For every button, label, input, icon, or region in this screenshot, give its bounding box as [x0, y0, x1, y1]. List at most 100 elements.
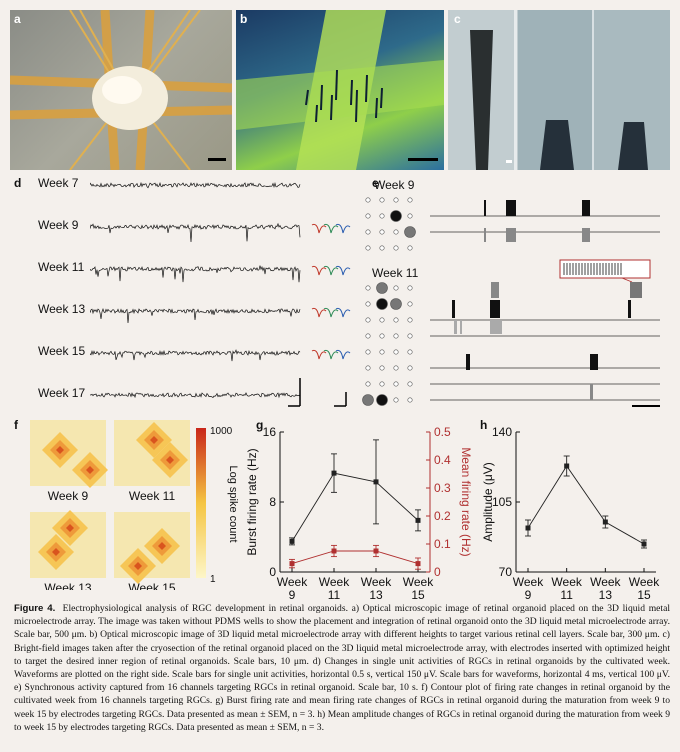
panel-e-electrode — [365, 301, 371, 307]
panel-e-electrode — [365, 381, 371, 387]
panel-e-electrode — [407, 365, 413, 371]
panel-d-waveform — [311, 349, 327, 360]
panel-e-electrode — [407, 381, 413, 387]
panel-a-photo: a — [10, 10, 232, 170]
panel-f-contour — [56, 446, 64, 454]
x-tick-label: 15 — [411, 588, 425, 600]
panel-e-burst — [484, 228, 486, 242]
panel-f-colorbar-max: 1000 — [210, 426, 233, 437]
panel-e-burst — [628, 300, 631, 318]
panel-e-electrode — [379, 197, 385, 203]
panel-g-label: g — [256, 418, 264, 432]
panel-d-waveform — [335, 307, 351, 318]
y-tick-label-right: 0 — [434, 565, 441, 579]
panel-d-trace — [90, 392, 301, 399]
x-tick-label: 9 — [289, 588, 296, 600]
y-tick-label: 70 — [499, 565, 513, 579]
panel-e-electrode — [376, 394, 388, 406]
panel-e-electrode — [407, 317, 413, 323]
panel-e-burst — [506, 228, 516, 242]
panel-f-label: f — [14, 418, 18, 432]
panel-e-electrode — [407, 301, 413, 307]
x-tick-label: 11 — [328, 588, 341, 600]
panel-f-contours: Week 9 Week 11 Week 13 Week 15 1000 1 Log spik… — [30, 420, 239, 590]
panel-a-label: a — [14, 12, 21, 26]
panel-f-map-label: Week 11 — [129, 489, 176, 503]
data-point — [525, 525, 531, 531]
x-tick-label: Week — [319, 575, 350, 589]
panel-e-electrode — [365, 213, 371, 219]
panel-d-trace — [90, 307, 301, 324]
panel-e-burst — [490, 300, 500, 318]
x-tick-label: 9 — [525, 588, 532, 600]
panel-e-electrode — [393, 333, 399, 339]
panel-e-raster — [362, 197, 660, 407]
panel-e-electrode — [407, 285, 413, 291]
panel-b-photo: b — [236, 10, 444, 170]
panel-d-waveform — [323, 223, 339, 234]
panel-e-electrode — [407, 349, 413, 355]
y-axis-label: Burst firing rate (Hz) — [246, 448, 259, 555]
data-point — [289, 561, 295, 567]
x-tick-label: Week — [513, 575, 544, 589]
panel-e-electrode — [376, 282, 388, 294]
panel-e-electrode — [393, 349, 399, 355]
data-point — [564, 463, 570, 469]
y-tick-label-right: 0.3 — [434, 481, 451, 495]
panel-e-electrode — [365, 197, 371, 203]
x-tick-label: 15 — [637, 588, 651, 600]
panel-e-zoom-link — [621, 277, 633, 283]
panel-f-map: Week 13 — [30, 510, 106, 590]
panel-c-photo: c — [448, 10, 670, 170]
panel-f-colorbar — [196, 428, 206, 578]
panel-f-map: Week 11 — [114, 420, 190, 503]
panel-a-image — [10, 10, 232, 170]
panel-f-colorbar-label: Log spike count — [227, 465, 239, 542]
panel-d-trace — [90, 265, 301, 283]
panel-d-row-label: Week 7 — [38, 176, 79, 190]
panel-e-electrode — [362, 394, 374, 406]
panel-e-electrode — [393, 197, 399, 203]
series-line — [527, 465, 645, 545]
panel-f-map: Week 9 — [30, 420, 108, 503]
panel-e-electrode — [379, 365, 385, 371]
panel-d-traces — [90, 181, 351, 407]
y-tick-label: 140 — [492, 425, 512, 439]
panel-e-electrode — [393, 229, 399, 235]
panel-e-electrode — [407, 245, 413, 251]
panel-e-burst — [466, 354, 470, 370]
panel-e-electrode — [365, 285, 371, 291]
panel-e-burst — [454, 320, 457, 334]
panel-d-waveform — [323, 265, 339, 276]
panel-h-chart: 70105140Week9Week11Week13Week15Amplitude… — [481, 425, 660, 600]
panel-e-electrode — [379, 229, 385, 235]
x-tick-label: Week — [551, 575, 582, 589]
panel-e-electrode — [365, 333, 371, 339]
panel-e-burst — [490, 320, 502, 334]
panel-e-electrode — [379, 213, 385, 219]
x-tick-label: 13 — [369, 588, 383, 600]
caption-body: Electrophysiological analysis of RGC dev… — [14, 603, 671, 733]
panel-b-label: b — [240, 12, 248, 26]
panel-d-trace — [90, 349, 301, 362]
panel-d-row-label: Week 13 — [38, 302, 86, 316]
panel-f-contour — [52, 548, 60, 556]
panel-d-row-label: Week 17 — [38, 386, 86, 400]
panel-e-electrode — [379, 333, 385, 339]
panel-d-row-label: Week 15 — [38, 344, 86, 358]
y-tick-label: 8 — [269, 495, 276, 509]
panel-d-trace — [90, 181, 301, 189]
y-tick-label: 0 — [269, 565, 276, 579]
x-tick-label: Week — [403, 575, 434, 589]
panel-e-electrode — [407, 197, 413, 203]
panel-f-map: Week 15 — [114, 512, 190, 590]
panel-e-burst — [452, 300, 455, 318]
x-tick-label: Week — [277, 575, 308, 589]
data-point — [373, 548, 379, 554]
panel-e-electrode — [379, 317, 385, 323]
panel-d-waveform — [335, 223, 351, 234]
panel-e-burst — [590, 354, 598, 370]
panel-e-burst — [590, 384, 593, 400]
panel-d-waveform — [335, 349, 351, 360]
